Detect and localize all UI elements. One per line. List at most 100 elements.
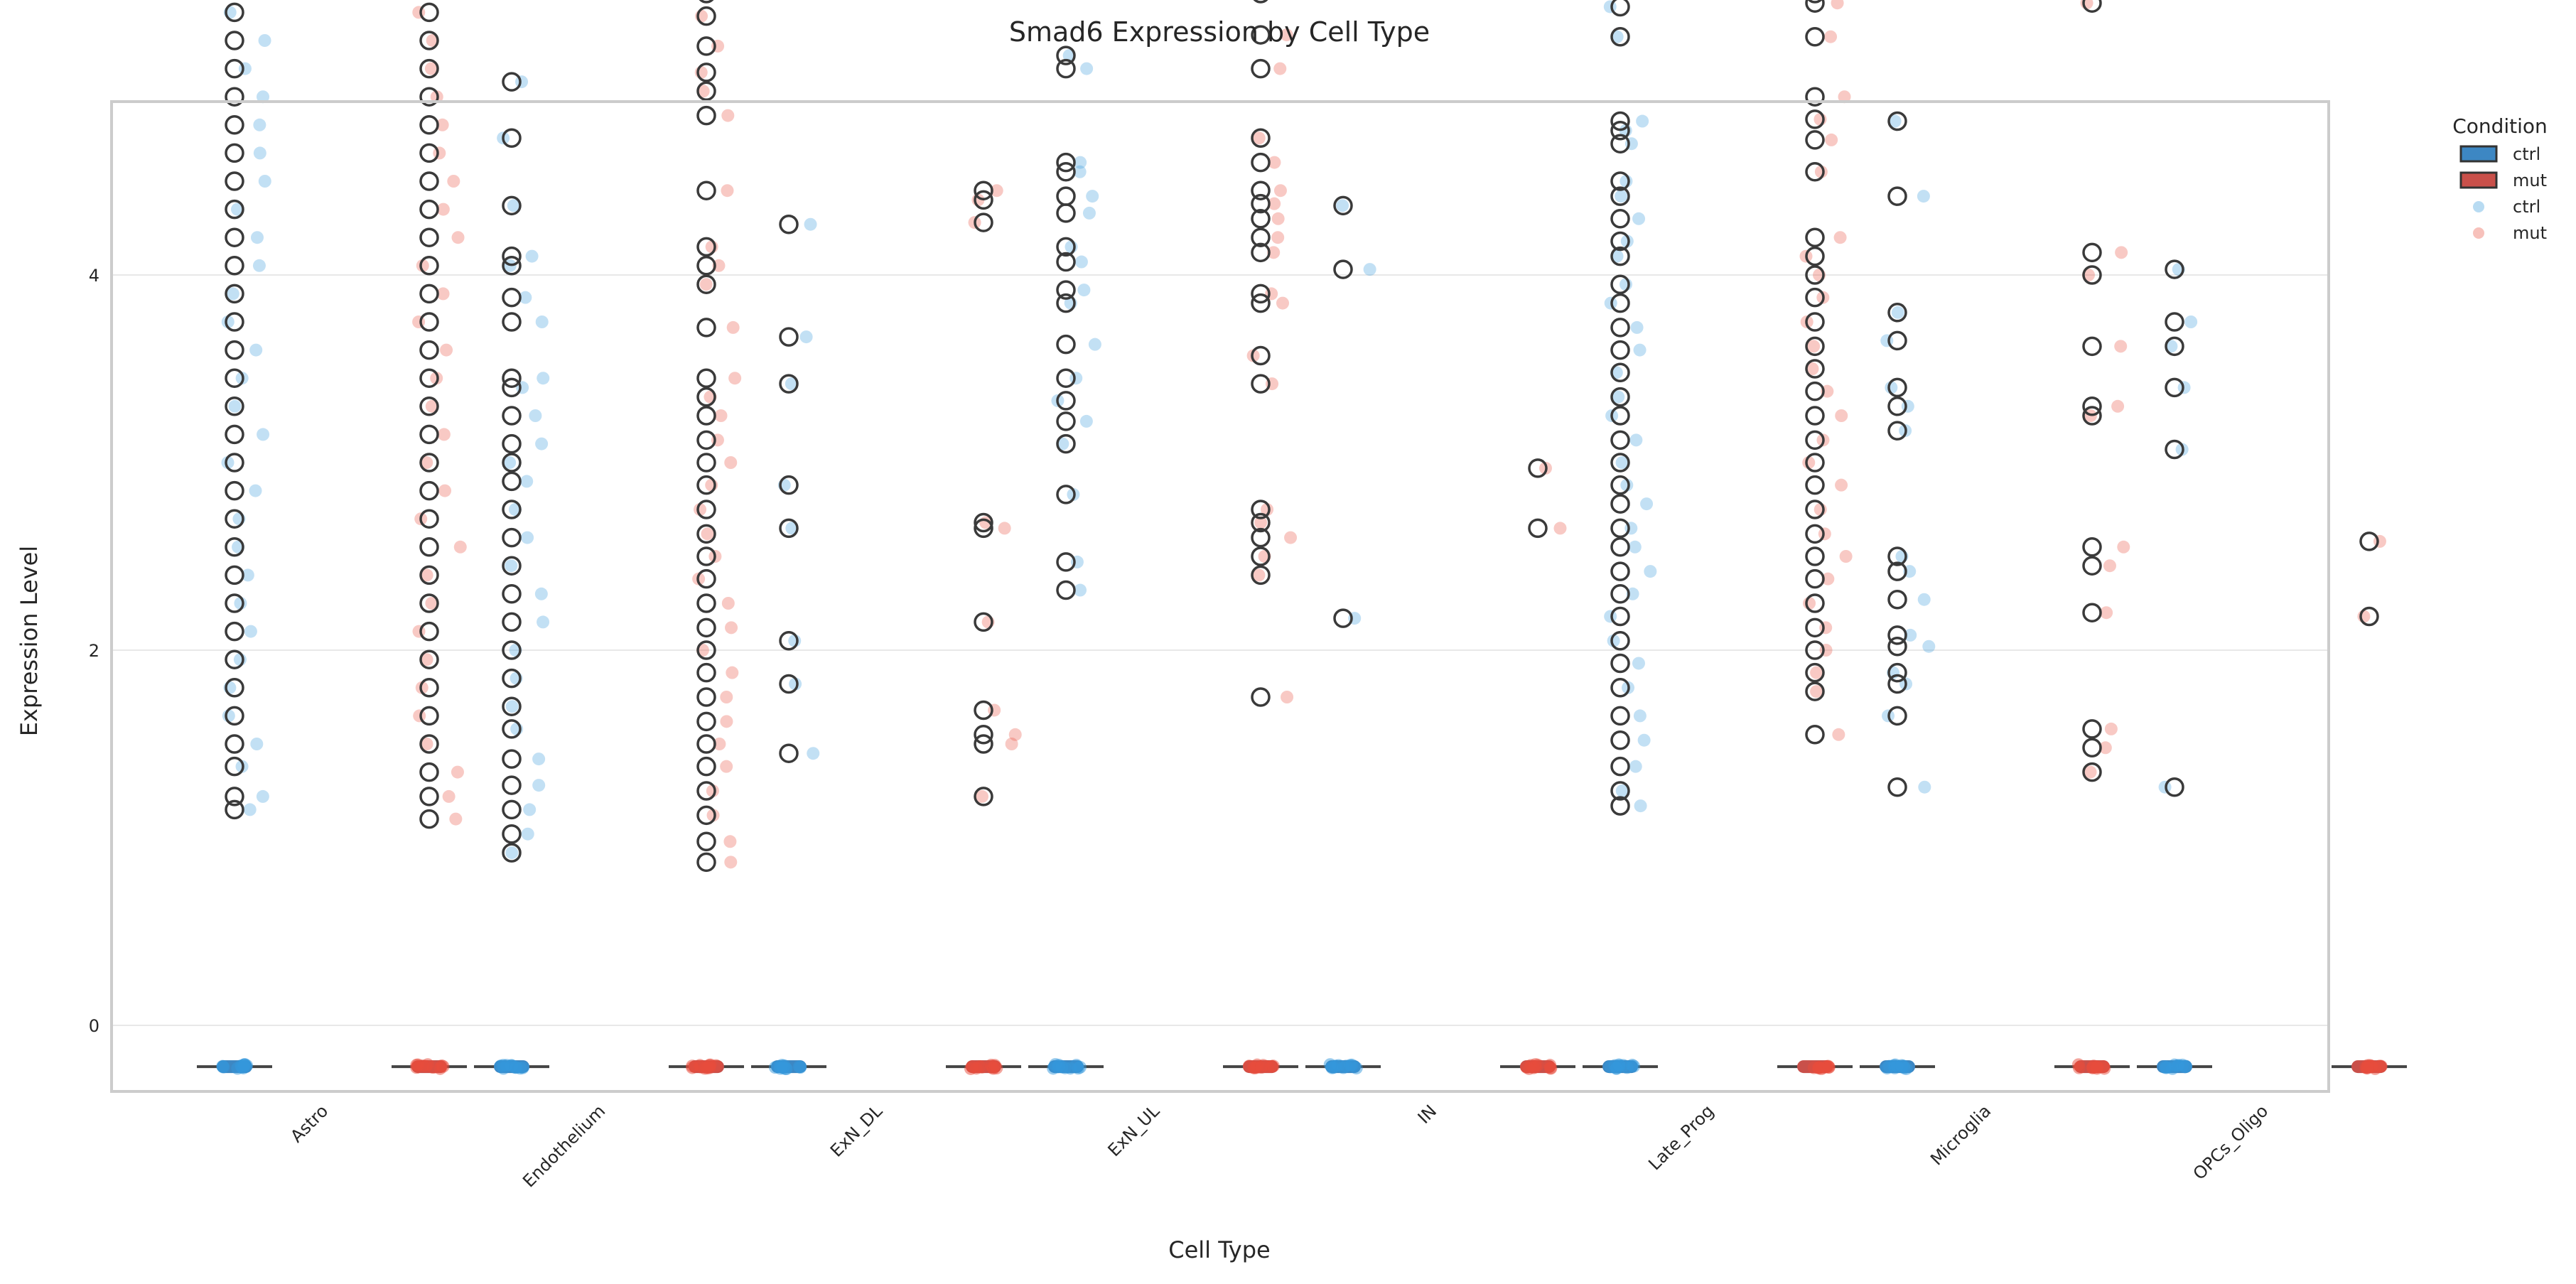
strip-point [998, 522, 1011, 535]
strip-point [256, 789, 269, 803]
outlier-point [1805, 593, 1825, 613]
strip-point [1633, 343, 1647, 357]
outlier-point [1056, 334, 1076, 355]
outlier-point [1805, 227, 1825, 247]
outlier-point [1610, 494, 1630, 514]
outlier-point [1251, 58, 1271, 79]
outlier-point [779, 327, 799, 347]
x-tick-label: ExN_DL [826, 1101, 887, 1161]
strip-point [2100, 606, 2113, 620]
strip-point [1065, 240, 1078, 254]
outlier-point [1887, 589, 1907, 610]
outlier-point [502, 749, 522, 769]
outlier-point [225, 31, 244, 50]
outlier-point [696, 617, 716, 638]
strip-point [1242, 1059, 1256, 1073]
outlier-point [1251, 25, 1271, 45]
strip-point [1273, 62, 1287, 75]
outlier-point [502, 453, 522, 473]
outlier-point [1805, 359, 1825, 379]
legend-label: ctrl [2513, 144, 2540, 164]
strip-point [1284, 531, 1298, 544]
strip-point [1628, 540, 1642, 554]
outlier-point [2082, 242, 2102, 263]
outlier-point [1887, 674, 1907, 694]
strip-point [721, 184, 734, 198]
outlier-point [1610, 209, 1630, 229]
outlier-point [419, 509, 439, 529]
x-tick-label: Microglia [1926, 1101, 1995, 1169]
outlier-point [696, 640, 716, 660]
outlier-point [2165, 312, 2184, 332]
strip-point [249, 343, 263, 357]
outlier-point [225, 115, 244, 135]
strip-point [1615, 190, 1628, 203]
outlier-point [502, 843, 522, 863]
outlier-point [1805, 725, 1825, 745]
outlier-point [1805, 406, 1825, 426]
strip-point [1629, 433, 1643, 447]
strip-point [724, 456, 738, 469]
outlier-point [1056, 280, 1076, 300]
outlier-point [779, 374, 799, 394]
strip-point [1610, 30, 1624, 43]
strip-point [1254, 516, 1268, 529]
strip-point [514, 1062, 527, 1075]
strip-point [1088, 338, 1101, 351]
outlier-point [502, 128, 522, 149]
outlier-point [1610, 0, 1630, 17]
legend-entry-mut-point: mut [2473, 223, 2547, 243]
outlier-point [1253, 0, 1268, 4]
strip-point [258, 175, 271, 188]
outlier-point [974, 512, 993, 533]
strip-point [1835, 409, 1848, 422]
outlier-point [1610, 318, 1630, 338]
strip-point [1636, 114, 1649, 128]
strip-point [1917, 593, 1931, 606]
outlier-point [1610, 584, 1630, 604]
strip-point [799, 330, 813, 344]
outlier-point [1805, 568, 1825, 589]
strip-point [1831, 0, 1844, 10]
outlier-point [974, 190, 993, 210]
outlier-point [2359, 532, 2379, 551]
outlier-point [419, 368, 439, 388]
legend: Condition ctrl mut ctrl mut [2452, 114, 2548, 243]
strip-point [1806, 362, 1819, 375]
strip-point [725, 621, 738, 635]
outlier-point [779, 631, 799, 651]
outlier-point [974, 180, 993, 200]
strip-point [988, 1059, 1001, 1072]
outlier-point [225, 706, 244, 726]
strip-point [257, 428, 270, 441]
outlier-point [1805, 26, 1825, 47]
outlier-point [225, 509, 244, 529]
strip-point [1336, 199, 1349, 212]
strip-point [807, 747, 820, 760]
legend-label: mut [2513, 223, 2547, 243]
outlier-point [1887, 662, 1907, 683]
strip-point [706, 809, 720, 822]
strip-point [726, 666, 739, 679]
strip-point [1252, 131, 1266, 145]
outlier-point [419, 787, 439, 806]
outlier-point [779, 518, 799, 539]
outlier-point [1251, 180, 1271, 200]
outlier-point [1251, 152, 1271, 173]
strip-point [1074, 156, 1087, 169]
strip-point [1922, 640, 1936, 653]
outlier-point [502, 696, 522, 716]
outlier-point [225, 58, 244, 79]
strip-point [2114, 340, 2128, 353]
outlier-point [225, 171, 244, 191]
outlier-point [1056, 252, 1076, 272]
strip-point [2172, 1059, 2185, 1072]
strip-point [421, 1058, 434, 1072]
strip-point [1086, 190, 1099, 203]
strip-point [1802, 456, 1816, 469]
outlier-point [1887, 303, 1907, 323]
outlier-point [1610, 678, 1630, 698]
strip-point [1632, 657, 1645, 670]
strip-point [451, 765, 464, 779]
legend-label: ctrl [2513, 197, 2540, 217]
